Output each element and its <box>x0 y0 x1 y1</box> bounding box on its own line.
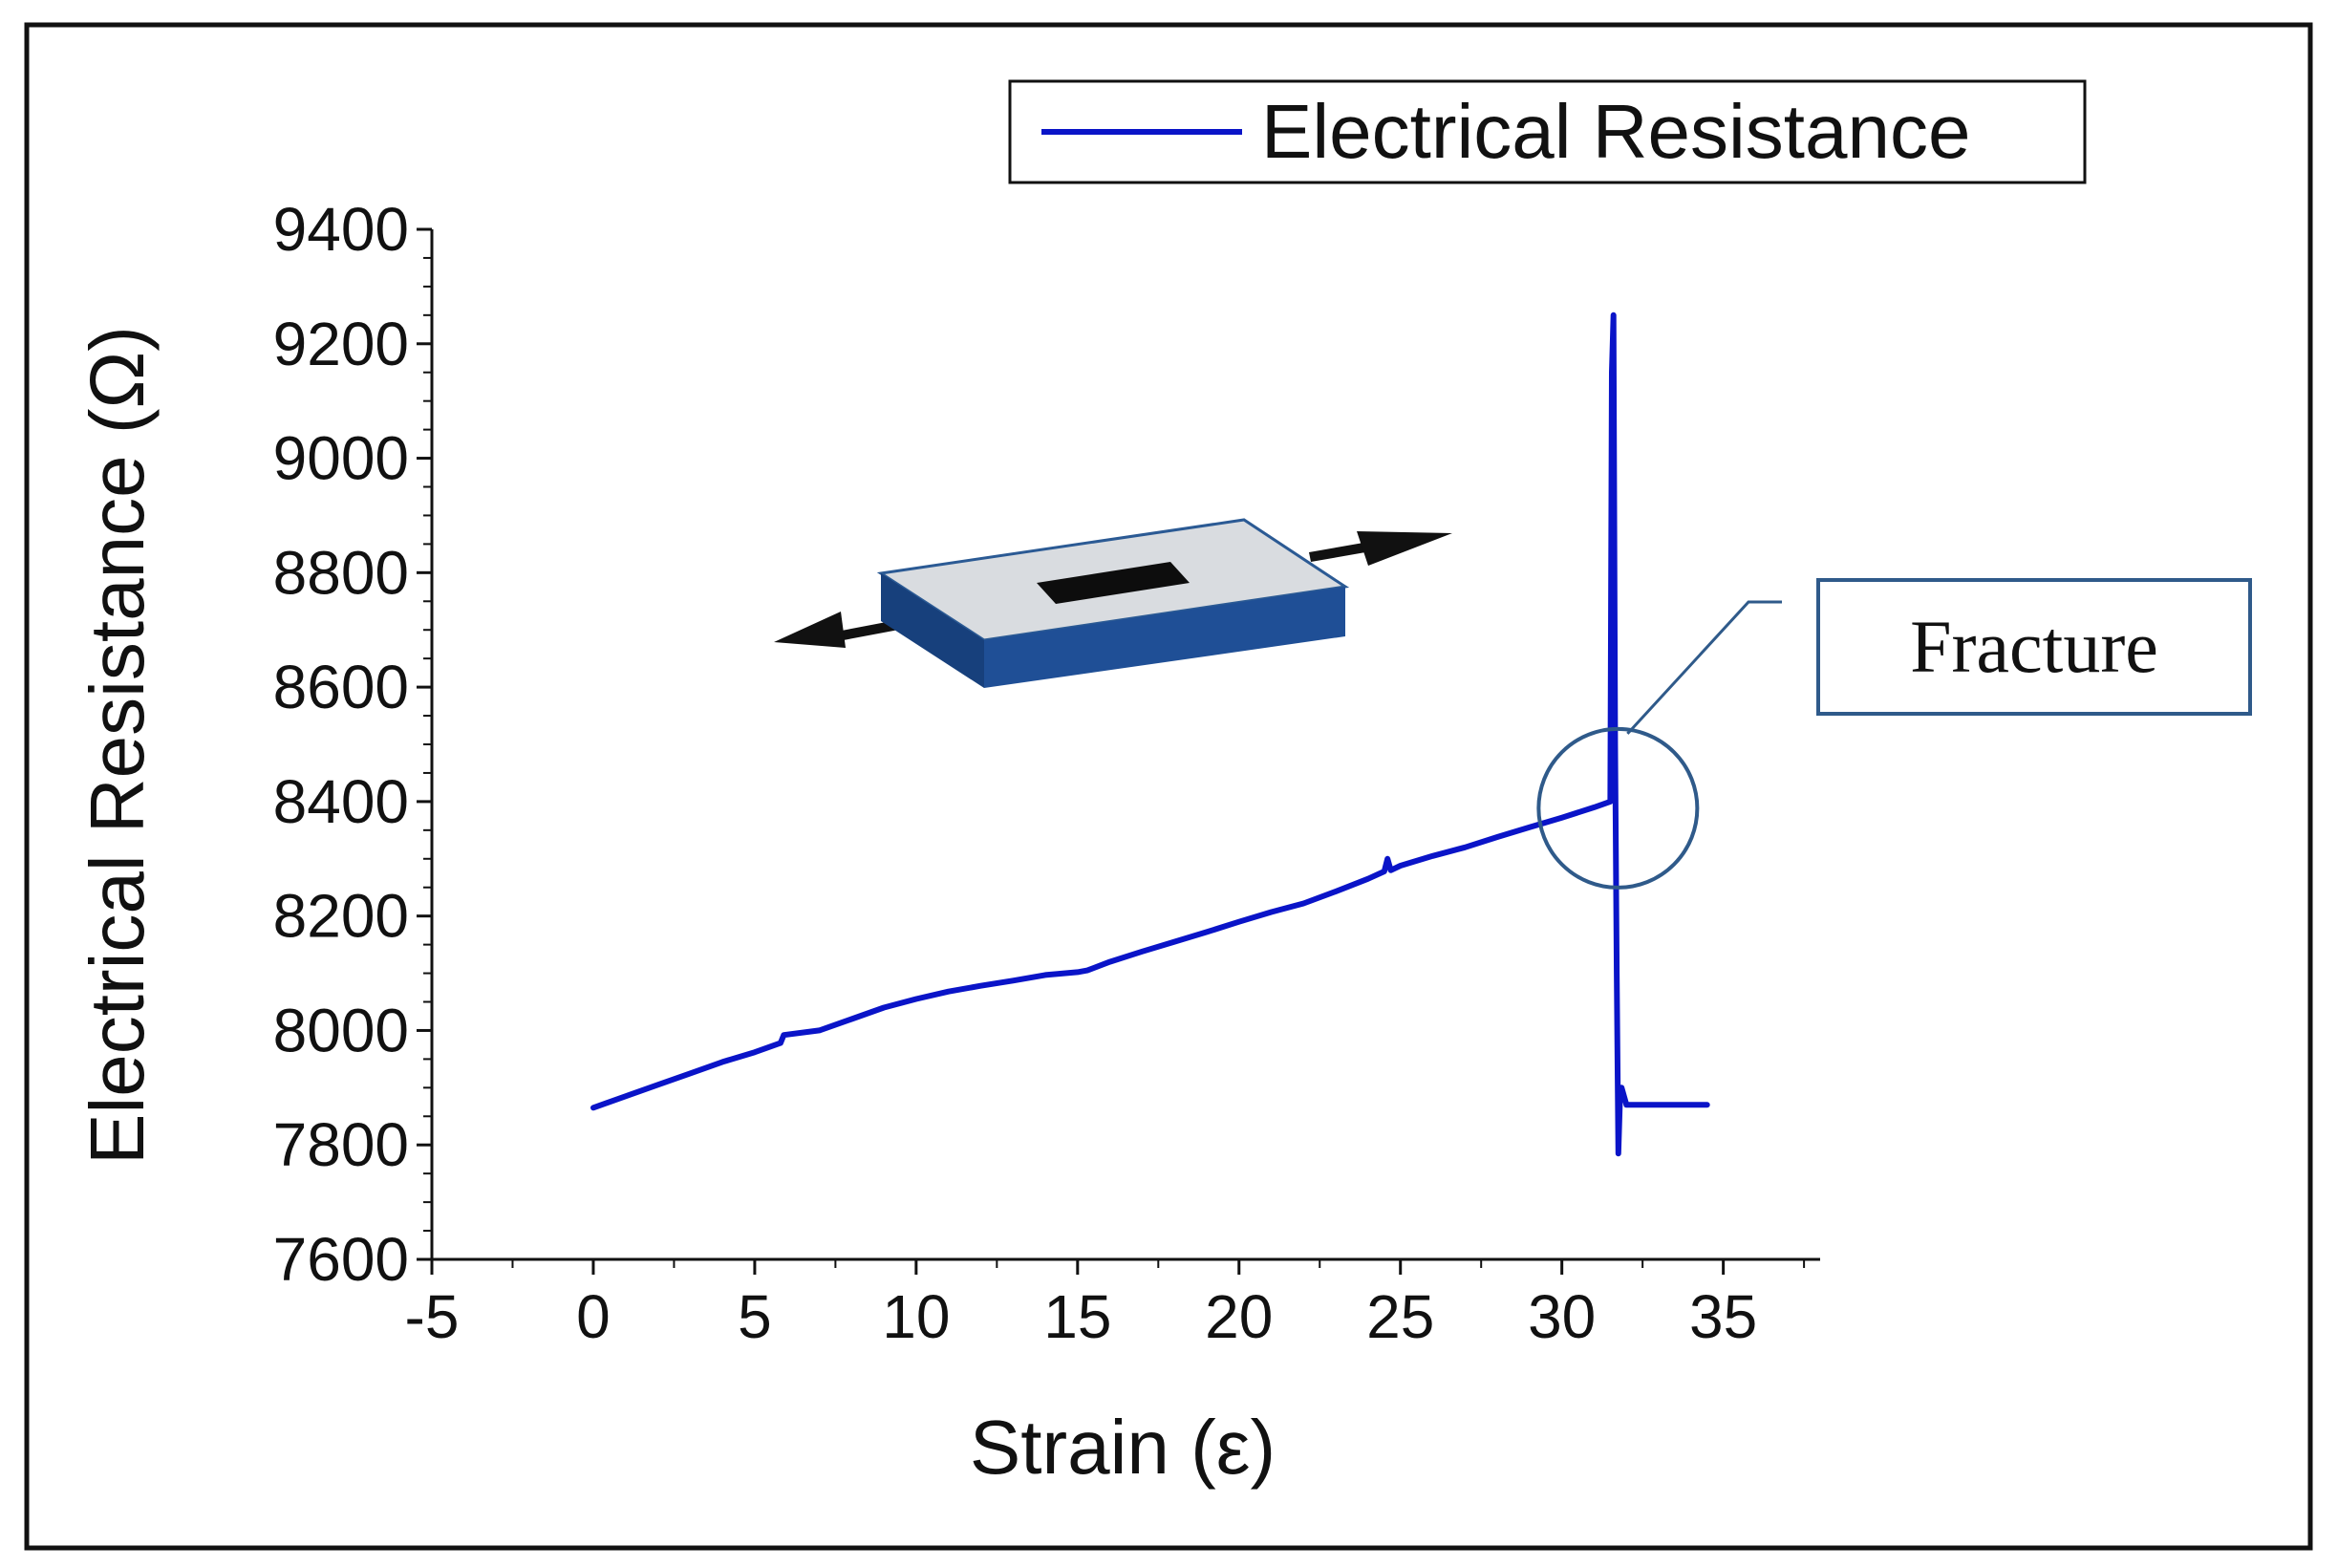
y-tick-label-2: 8000 <box>273 996 409 1064</box>
y-tick-label-9: 9400 <box>273 195 409 264</box>
plot-area: -5 0 5 10 15 20 25 30 35 7600 7800 8000 8200 8400 8600… <box>273 195 1820 1351</box>
x-tick-label-6: 25 <box>1366 1282 1434 1351</box>
y-tick-label-8: 9200 <box>273 310 409 378</box>
series-line-electrical-resistance <box>590 311 1710 1157</box>
y-tick-label-0: 7600 <box>273 1225 409 1294</box>
x-tick-label-2: 5 <box>738 1282 772 1351</box>
sensor-patch <box>1037 562 1190 604</box>
left-arrow-icon <box>774 612 846 648</box>
x-tick-label-8: 35 <box>1689 1282 1757 1351</box>
fracture-annotation: Fracture <box>1536 578 2252 890</box>
y-tick-label-5: 8600 <box>273 653 409 721</box>
figure-frame <box>24 22 2313 1551</box>
fracture-leader-line <box>1626 600 1782 735</box>
specimen-front-face <box>984 587 1345 688</box>
y-tick-label-7: 9000 <box>273 424 409 493</box>
ticks <box>417 227 1806 1275</box>
y-tick-label-3: 8200 <box>273 882 409 951</box>
x-tick-label-7: 30 <box>1528 1282 1596 1351</box>
fracture-label: Fracture <box>1910 605 2158 688</box>
y-tick-label-6: 8800 <box>273 538 409 607</box>
y-axis-label: Electrical Resistance (Ω) <box>75 326 160 1165</box>
x-tick-label-5: 20 <box>1205 1282 1273 1351</box>
fracture-label-box <box>1816 578 2252 716</box>
specimen-illustration <box>774 518 1452 688</box>
specimen-side-face <box>881 573 984 688</box>
right-arrow-icon <box>1357 531 1452 566</box>
fracture-circle <box>1536 726 1700 890</box>
x-tick-label-1: 0 <box>576 1282 611 1351</box>
y-tick-label-1: 7800 <box>273 1110 409 1179</box>
legend: Electrical Resistance <box>1008 79 2087 184</box>
x-tick-label-4: 15 <box>1043 1282 1111 1351</box>
y-tick-label-4: 8400 <box>273 767 409 836</box>
legend-label: Electrical Resistance <box>1261 89 1971 174</box>
tick-labels: -5 0 5 10 15 20 25 30 35 7600 7800 8000 8200 8400 8600… <box>273 195 1758 1351</box>
x-tick-label-0: -5 <box>405 1282 460 1351</box>
x-axis-label: Strain (ε) <box>970 1405 1276 1490</box>
x-tick-label-3: 10 <box>882 1282 950 1351</box>
